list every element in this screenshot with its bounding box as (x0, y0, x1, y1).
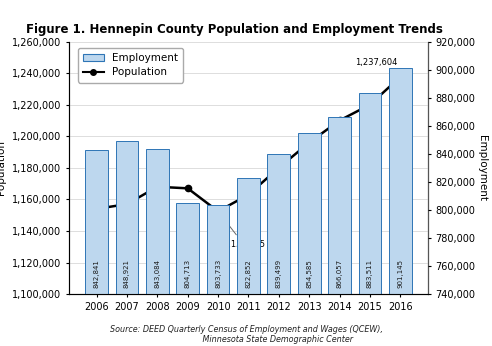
Bar (207, 205, 229, 346)
Text: 854,585: 854,585 (306, 260, 312, 289)
Text: 804,713: 804,713 (184, 260, 191, 289)
Text: 866,057: 866,057 (337, 260, 342, 289)
Bar (328, 117, 351, 346)
Text: 803,733: 803,733 (215, 259, 221, 289)
Text: 822,852: 822,852 (246, 260, 251, 289)
Bar (116, 141, 138, 346)
Legend: Employment, Population: Employment, Population (78, 48, 183, 83)
Text: 839,499: 839,499 (276, 260, 282, 289)
Bar (389, 68, 412, 346)
Y-axis label: Population: Population (0, 140, 6, 195)
Text: 848,921: 848,921 (124, 260, 130, 289)
Text: Source: DEED Quarterly Census of Employment and Wages (QCEW),
                  : Source: DEED Quarterly Census of Employm… (110, 325, 382, 344)
Text: 843,084: 843,084 (154, 260, 160, 289)
Bar (85, 150, 108, 346)
Text: 1,237,604: 1,237,604 (355, 58, 398, 75)
Bar (237, 178, 260, 346)
Bar (359, 93, 381, 346)
Bar (146, 149, 169, 346)
Bar (176, 203, 199, 346)
Text: 901,145: 901,145 (398, 260, 403, 289)
Bar (298, 133, 321, 346)
Y-axis label: Employment: Employment (477, 135, 487, 201)
Bar (268, 154, 290, 346)
Text: 842,841: 842,841 (93, 260, 99, 289)
Text: Figure 1. Hennepin County Population and Employment Trends: Figure 1. Hennepin County Population and… (26, 23, 443, 36)
Text: 1,152,425: 1,152,425 (220, 213, 265, 249)
Text: 883,511: 883,511 (367, 260, 373, 289)
